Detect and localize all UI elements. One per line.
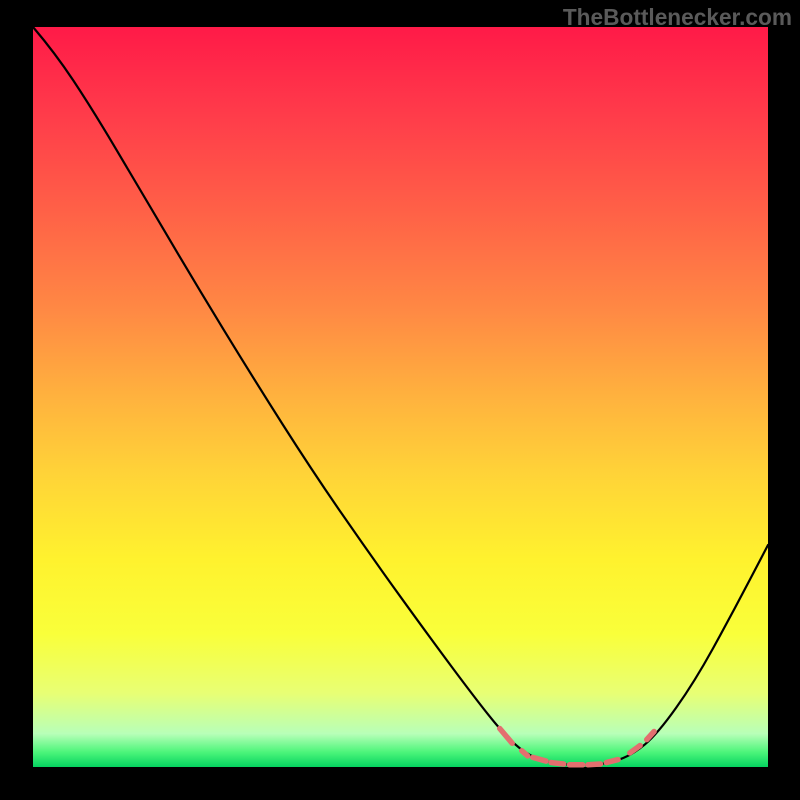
- chart-stage: TheBottlenecker.com: [0, 0, 800, 800]
- valley-marker-segment: [606, 760, 618, 763]
- gradient-background: [33, 27, 768, 767]
- valley-marker-segment: [551, 763, 563, 764]
- valley-marker-segment: [522, 751, 528, 756]
- valley-marker-segment: [588, 764, 600, 765]
- watermark-label: TheBottlenecker.com: [563, 4, 792, 31]
- plot-svg: [0, 0, 800, 800]
- valley-marker-segment: [533, 757, 546, 761]
